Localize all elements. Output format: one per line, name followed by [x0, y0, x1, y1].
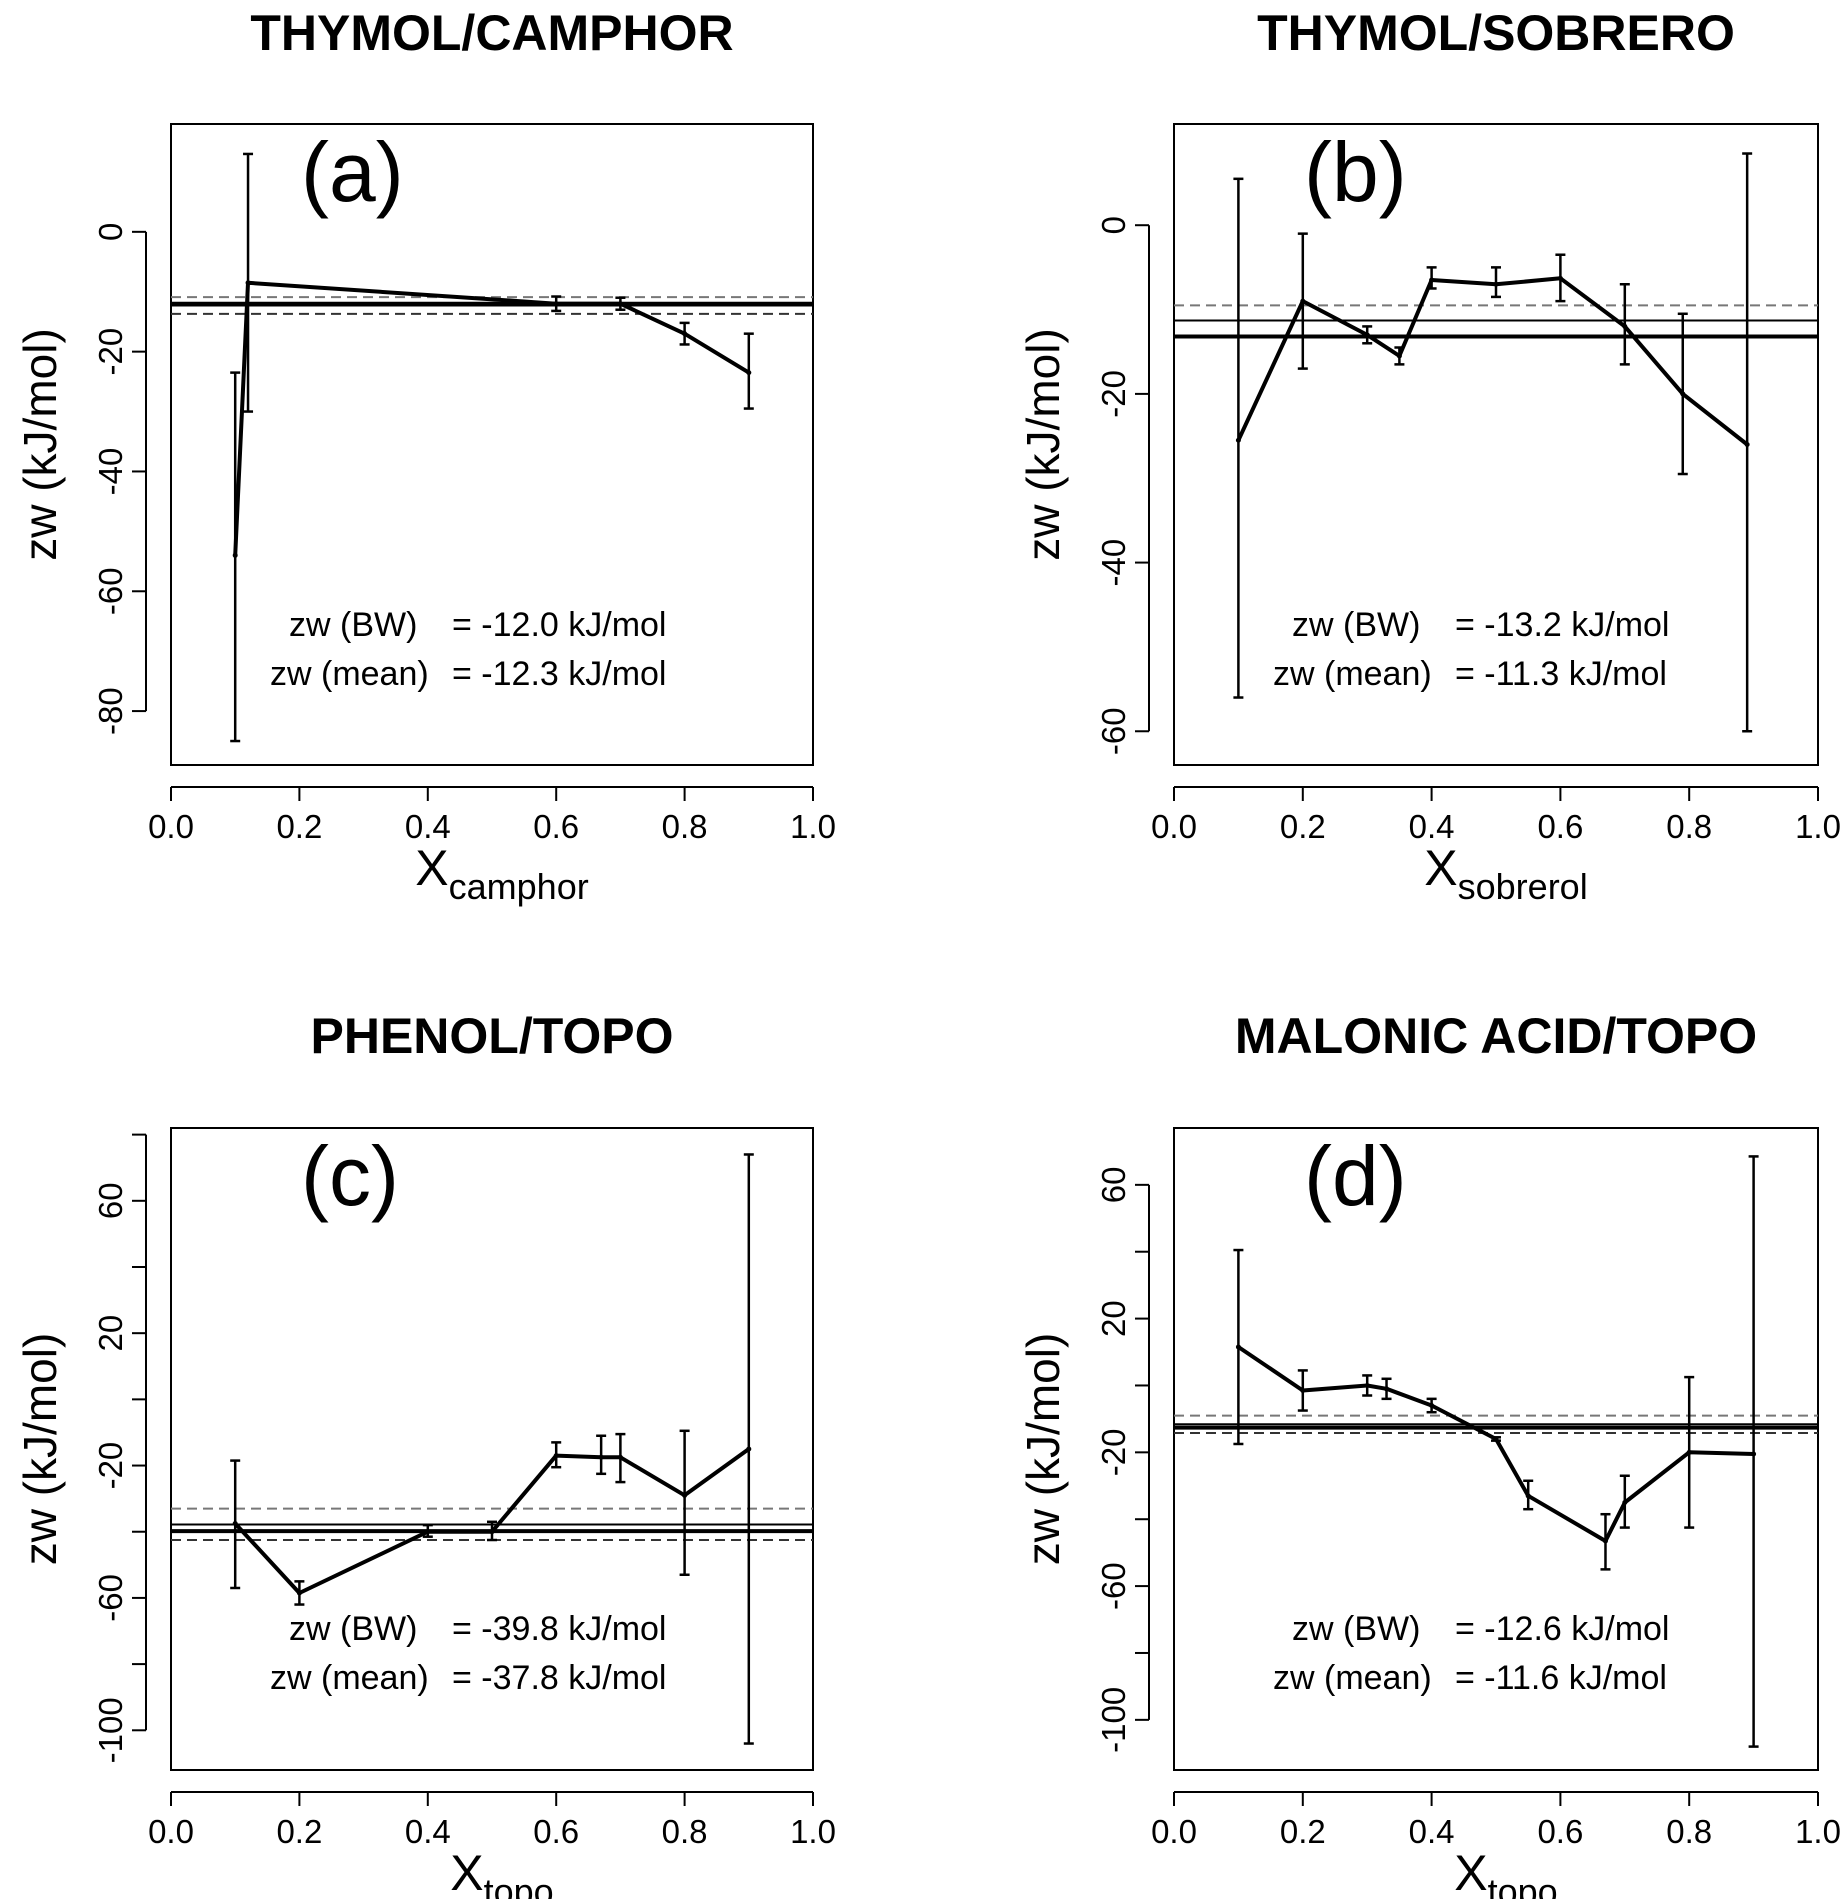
x-tick-label: 0.8 — [1666, 1813, 1712, 1850]
annotation-bw-value: = -13.2 kJ/mol — [1455, 606, 1669, 644]
x-axis-label-main: X — [415, 840, 448, 896]
x-tick-label: 0.4 — [405, 808, 451, 845]
x-tick-label: 0.8 — [662, 808, 708, 845]
annotation-mean-value: = -37.8 kJ/mol — [452, 1659, 666, 1697]
y-axis-label: zw (kJ/mol) — [1017, 1333, 1069, 1566]
annotation-bw-label: zw (BW) — [1292, 1610, 1420, 1648]
annotation-bw-label: zw (BW) — [289, 1610, 417, 1648]
panel-label: (d) — [1304, 1129, 1407, 1223]
x-tick-label: 0.0 — [148, 808, 194, 845]
plot-frame — [1173, 123, 1819, 766]
x-axis-label-main: X — [1454, 1845, 1487, 1899]
x-tick-label: 1.0 — [790, 1813, 836, 1850]
x-axis-label-subscript: sobrerol — [1458, 866, 1588, 907]
y-tick-label: -80 — [92, 687, 129, 735]
x-tick-label: 0.6 — [533, 808, 579, 845]
panel-title: MALONIC ACID/TOPO — [1235, 1008, 1757, 1064]
panel-title: THYMOL/CAMPHOR — [250, 5, 733, 61]
x-axis-label-subscript: topo — [484, 1871, 554, 1899]
x-tick-label: 0.4 — [1409, 1813, 1455, 1850]
x-tick-label: 0.4 — [405, 1813, 451, 1850]
y-tick-label: 20 — [1095, 1300, 1132, 1337]
y-tick-label: 0 — [92, 223, 129, 241]
y-tick-label: -60 — [92, 1574, 129, 1622]
data-series-line — [1237, 1345, 1754, 1543]
x-axis-label: Xcamphor — [415, 840, 588, 907]
plot-frame — [1173, 1127, 1819, 1771]
annotation-bw-value: = -12.0 kJ/mol — [452, 606, 666, 644]
panel-label: (b) — [1304, 125, 1407, 219]
x-axis-label-main: X — [1424, 840, 1457, 896]
annotation-mean-value: = -11.3 kJ/mol — [1455, 655, 1667, 693]
y-tick-label: -20 — [92, 328, 129, 376]
panel-a: THYMOL/CAMPHOR 0.0 0.2 0.4 0.6 0.8 1.0 0 -20 -40 -… — [14, 5, 836, 907]
plot-frame — [170, 1127, 814, 1771]
y-tick-label: 60 — [92, 1182, 129, 1219]
annotation-mean-value: = -12.3 kJ/mol — [452, 655, 666, 693]
panel-title: THYMOL/SOBRERO — [1257, 5, 1735, 61]
panel-label: (c) — [301, 1129, 399, 1223]
plot-frame — [170, 123, 814, 766]
annotation-bw-label: zw (BW) — [1292, 606, 1420, 644]
x-axis-label-main: X — [450, 1845, 483, 1899]
x-axis-label: Xsobrerol — [1424, 840, 1587, 907]
y-axis-label: zw (kJ/mol) — [14, 1333, 66, 1566]
x-axis-label: Xtopo — [1454, 1845, 1557, 1899]
x-tick-label: 0.6 — [1537, 808, 1583, 845]
x-tick-label: 0.8 — [662, 1813, 708, 1850]
y-axis-label: zw (kJ/mol) — [1017, 328, 1069, 561]
x-axis-label-subscript: topo — [1488, 1871, 1558, 1899]
annotation-mean-label: zw (mean) — [1273, 1659, 1432, 1697]
annotation-mean-label: zw (mean) — [1273, 655, 1432, 693]
x-tick-label: 0.2 — [276, 808, 322, 845]
annotation-bw-value: = -12.6 kJ/mol — [1455, 1610, 1669, 1648]
data-series-line — [233, 280, 750, 556]
y-tick-label: -60 — [1095, 1562, 1132, 1610]
x-axis-label-subscript: camphor — [449, 866, 589, 907]
x-tick-label: 0.0 — [148, 1813, 194, 1850]
panel-title: PHENOL/TOPO — [310, 1008, 673, 1064]
x-tick-label: 1.0 — [1795, 808, 1841, 845]
panel-label: (a) — [301, 125, 404, 219]
y-tick-label: -60 — [92, 567, 129, 615]
x-tick-label: 0.6 — [533, 1813, 579, 1850]
y-tick-label: -100 — [92, 1697, 129, 1763]
x-tick-label: 0.2 — [276, 1813, 322, 1850]
panel-b: THYMOL/SOBRERO 0.0 0.2 0.4 0.6 0.8 1.0 0 -20 -40 -… — [1017, 5, 1841, 907]
y-tick-label: -100 — [1095, 1687, 1132, 1753]
x-tick-label: 0.4 — [1409, 808, 1455, 845]
x-axis-label: Xtopo — [450, 1845, 553, 1899]
panel-c: PHENOL/TOPO 0.0 0.2 0.4 0.6 0.8 1.0 60 20 -20 -60 -… — [14, 1008, 836, 1899]
data-series-line — [1236, 276, 1749, 447]
x-tick-label: 0.2 — [1280, 808, 1326, 845]
annotation-mean-label: zw (mean) — [270, 1659, 429, 1697]
annotation-mean-label: zw (mean) — [270, 655, 429, 693]
annotation-bw-value: = -39.8 kJ/mol — [452, 1610, 666, 1648]
y-axis-label: zw (kJ/mol) — [14, 328, 66, 561]
y-tick-label: 60 — [1095, 1166, 1132, 1203]
annotation-bw-label: zw (BW) — [289, 606, 417, 644]
y-tick-label: -40 — [92, 448, 129, 496]
y-tick-label: 0 — [1095, 216, 1132, 234]
y-tick-label: -20 — [1095, 370, 1132, 418]
x-tick-label: 1.0 — [1795, 1813, 1841, 1850]
y-tick-label: -20 — [92, 1442, 129, 1490]
annotation-mean-value: = -11.6 kJ/mol — [1455, 1659, 1667, 1697]
x-tick-label: 0.0 — [1151, 808, 1197, 845]
x-tick-label: 1.0 — [790, 808, 836, 845]
x-tick-label: 0.2 — [1280, 1813, 1326, 1850]
y-tick-label: -60 — [1095, 707, 1132, 755]
y-tick-label: -20 — [1095, 1428, 1132, 1476]
y-tick-label: 20 — [92, 1315, 129, 1352]
x-tick-label: 0.6 — [1537, 1813, 1583, 1850]
y-tick-label: -40 — [1095, 539, 1132, 587]
panel-d: MALONIC ACID/TOPO 0.0 0.2 0.4 0.6 0.8 1.0 60 20 -… — [1017, 1008, 1841, 1899]
x-tick-label: 0.0 — [1151, 1813, 1197, 1850]
x-tick-label: 0.8 — [1666, 808, 1712, 845]
